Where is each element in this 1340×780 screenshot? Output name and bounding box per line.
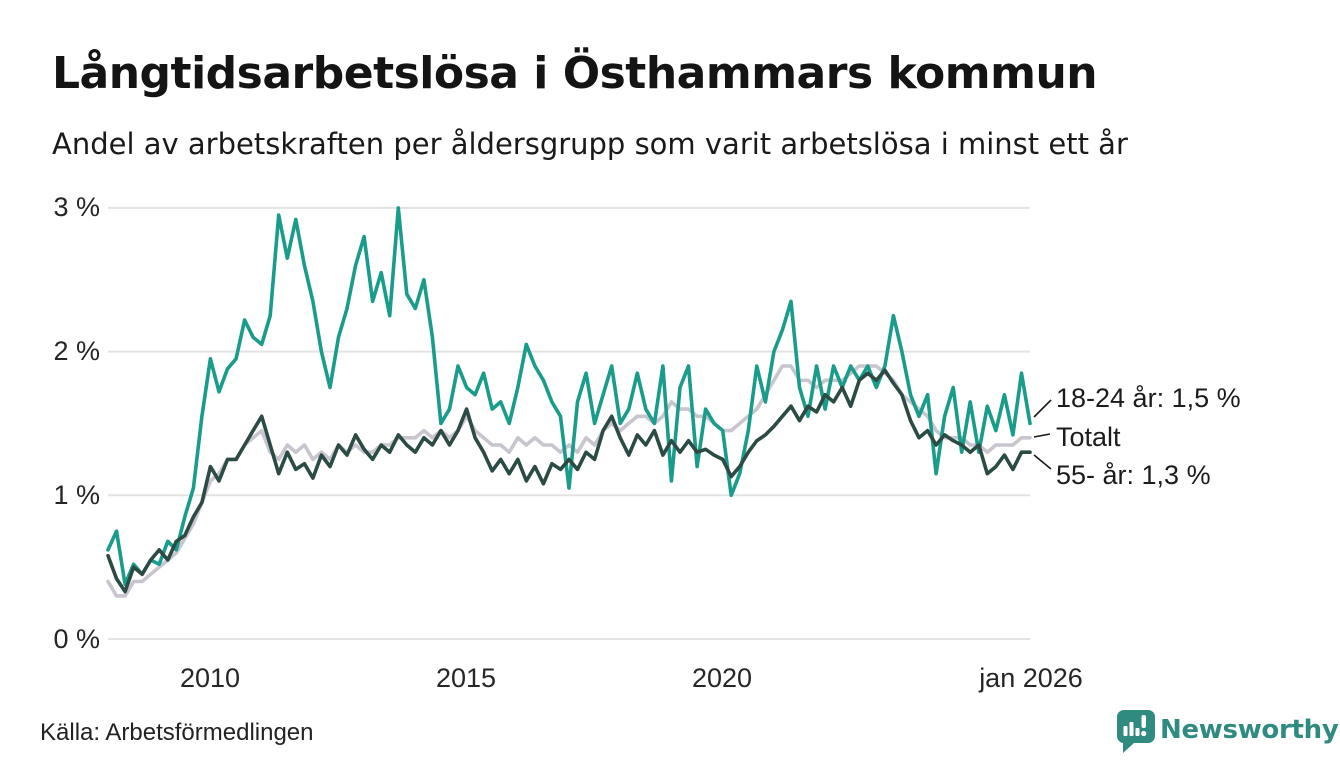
chart-subtitle: Andel av arbetskraften per åldersgrupp s… [52,127,1128,161]
series-lines [106,206,1032,598]
x-axis-label-2020: 2020 [691,663,753,693]
x-axis-label-2015: 2015 [435,663,497,693]
series-line-18-24-r [106,206,1032,587]
y-axis-label-2: 2 % [53,336,100,366]
series-line-55-r [106,368,1032,594]
connector-totalt [1033,433,1051,438]
gridlines [108,206,1030,640]
legend-connectors [1033,399,1052,470]
y-axis-label-0: 0 % [53,624,100,654]
y-axis-label-1: 1 % [53,480,100,510]
newsworthy-logo [1116,710,1155,753]
series-end-label-18-24: 18-24 år: 1,5 % [1056,383,1241,413]
y-axis-label-3: 3 % [53,192,100,222]
connector-55 [1033,454,1052,470]
x-axis-label-2010: 2010 [179,663,241,693]
series-end-label-55: 55- år: 1,3 % [1056,460,1211,490]
x-axis-label-jan-2026: jan 2026 [979,663,1083,693]
newsworthy-icon [1116,710,1155,753]
source-note: Källa: Arbetsförmedlingen [40,719,314,746]
newsworthy-wordmark: Newsworthy [1160,715,1339,745]
chart-title: Långtidsarbetslösa i Östhammars kommun [52,48,1098,99]
series-line-totalt [106,364,1032,598]
series-end-label-totalt: Totalt [1056,422,1121,452]
connector-18-24 [1033,399,1052,418]
